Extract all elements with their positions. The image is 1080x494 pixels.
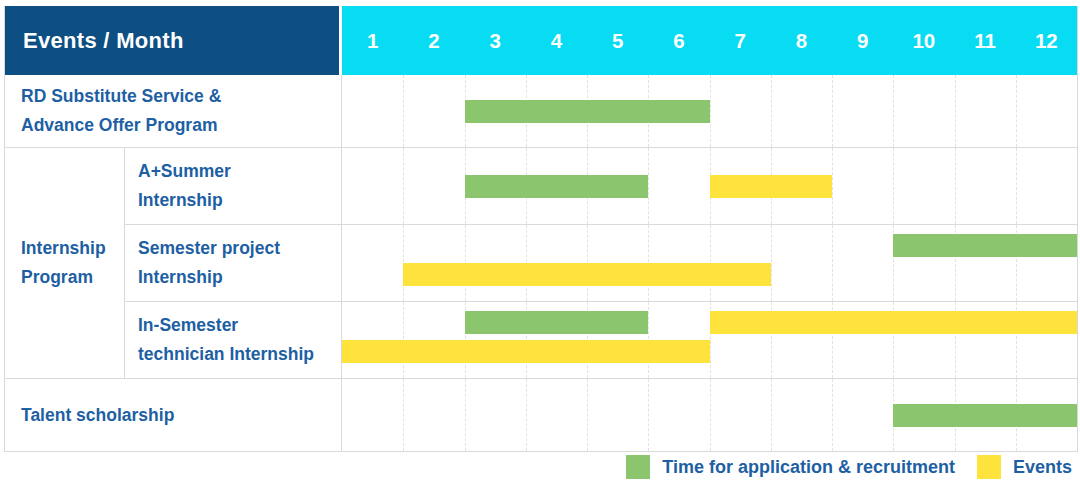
month-gridline [832,148,833,224]
gantt-schedule: Events / Month 123456789101112 RD Substi… [0,0,1080,494]
table-row-rd-substitute: RD Substitute Service & Advance Offer Pr… [5,75,1077,148]
bar-cell-in-semester-technician [342,302,1077,378]
table-row-talent-scholarship: Talent scholarship [5,379,1077,451]
month-header-4: 4 [526,6,587,75]
month-gridline [587,379,588,451]
month-gridline [1016,148,1017,224]
row-label-line: In-Semester [138,311,341,340]
legend-swatch-green [626,455,650,479]
month-gridline [955,148,956,224]
group-label-line: Program [21,263,124,292]
month-gridline [403,148,404,224]
bar-cell-rd-substitute [342,75,1077,147]
month-gridline [403,379,404,451]
month-gridline [832,379,833,451]
gantt-bar-green [465,175,649,198]
row-label-line: RD Substitute Service & [21,82,341,111]
month-gridline [832,75,833,147]
gantt-bar-green [465,311,649,334]
month-gridline [465,379,466,451]
gantt-bar-green [893,404,1077,427]
gantt-bar-green [465,100,710,123]
table-header-title: Events / Month [23,28,184,54]
month-header-3: 3 [465,6,526,75]
bar-cell-talent-scholarship [342,379,1077,451]
month-gridline [710,75,711,147]
legend-label: Time for application & recruitment [662,457,955,478]
header-row: Events / Month 123456789101112 [5,6,1077,75]
gantt-bar-yellow [342,340,710,363]
month-header-1: 1 [342,6,403,75]
row-label-line: Semester project [138,234,341,263]
month-header-12: 12 [1016,6,1077,75]
legend: Time for application & recruitment Event… [0,455,1072,479]
row-label-semester-project: Semester project Internship [125,225,342,301]
month-gridline [403,75,404,147]
month-gridline [893,75,894,147]
month-gridline [955,75,956,147]
gantt-bar-green [893,234,1077,257]
gantt-bar-yellow [710,311,1078,334]
month-header-7: 7 [710,6,771,75]
table-row-a-plus-summer: A+Summer Internship [125,148,1077,225]
row-label-line: Internship [138,263,341,292]
schedule-table: Events / Month 123456789101112 RD Substi… [4,6,1078,452]
gantt-bar-yellow [710,175,833,198]
month-gridline [832,225,833,301]
row-label-a-plus-summer: A+Summer Internship [125,148,342,224]
row-label-in-semester-technician: In-Semester technician Internship [125,302,342,378]
group-label-internship-program: Internship Program [5,148,125,378]
table-row-semester-project: Semester project Internship [125,225,1077,302]
month-header-11: 11 [955,6,1016,75]
bar-cell-a-plus-summer [342,148,1077,224]
legend-item-application-recruitment: Time for application & recruitment [626,455,955,479]
table-group-internship-program: Internship Program A+Summer Internship S… [5,148,1077,379]
month-header-9: 9 [832,6,893,75]
table-row-in-semester-technician: In-Semester technician Internship [125,302,1077,378]
row-label-line: technician Internship [138,340,341,369]
month-header-row: 123456789101112 [342,6,1077,75]
row-label-line: Internship [138,186,341,215]
month-gridline [893,148,894,224]
table-header-cell: Events / Month [5,6,342,75]
gantt-bar-yellow [403,263,771,286]
month-header-6: 6 [648,6,709,75]
month-gridline [771,225,772,301]
month-gridline [1016,75,1017,147]
bar-cell-semester-project [342,225,1077,301]
row-label-line: Advance Offer Program [21,111,341,140]
row-label-line: A+Summer [138,157,341,186]
group-label-line: Internship [21,234,124,263]
month-header-8: 8 [771,6,832,75]
month-gridline [648,379,649,451]
row-label-rd-substitute: RD Substitute Service & Advance Offer Pr… [5,75,342,147]
legend-swatch-yellow [977,455,1001,479]
legend-label: Events [1013,457,1072,478]
month-gridline [648,148,649,224]
month-header-5: 5 [587,6,648,75]
legend-item-events: Events [977,455,1072,479]
month-header-2: 2 [403,6,464,75]
row-label-talent-scholarship: Talent scholarship [5,379,342,451]
month-gridline [710,379,711,451]
month-header-10: 10 [893,6,954,75]
month-gridline [771,379,772,451]
row-label-line: Talent scholarship [21,401,341,430]
month-gridline [526,379,527,451]
month-gridline [771,75,772,147]
group-subrows: A+Summer Internship Semester project Int… [125,148,1077,378]
